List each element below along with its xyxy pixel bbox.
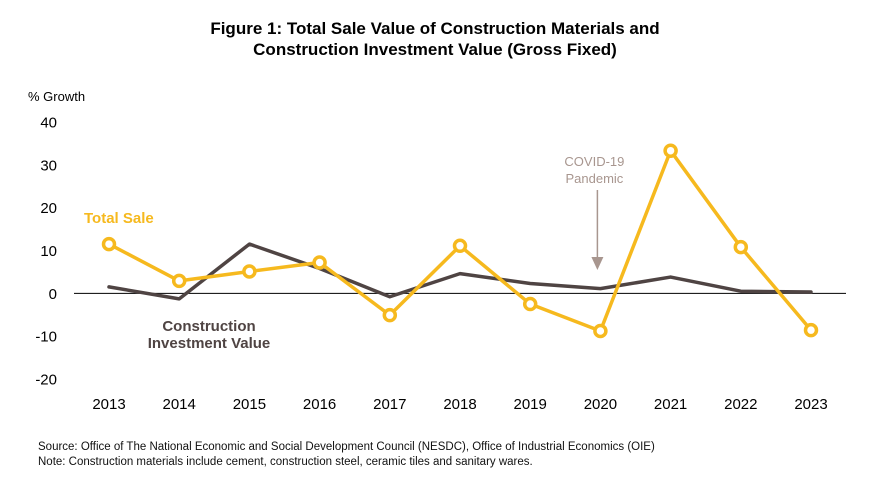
x-tick-label: 2014	[163, 396, 196, 413]
total-sale-point	[101, 236, 117, 252]
x-tick-label: 2013	[92, 396, 125, 413]
y-tick-label: -10	[35, 329, 57, 346]
x-tick-label: 2023	[794, 396, 827, 413]
annotation-arrow-head	[591, 257, 604, 270]
total-sale-point	[803, 322, 819, 338]
y-tick-label: 30	[40, 157, 57, 174]
total-sale-point	[663, 143, 678, 158]
y-tick-label: -20	[35, 372, 57, 389]
annotation-line-2: Pandemic	[565, 171, 623, 186]
y-tick-label: 0	[49, 286, 57, 303]
chart-title: Figure 1: Total Sale Value of Constructi…	[0, 18, 870, 60]
x-tick-label: 2020	[584, 396, 617, 413]
x-tick-label: 2018	[443, 396, 476, 413]
x-tick-label: 2019	[514, 396, 547, 413]
footnote: Note: Construction materials include cem…	[38, 456, 533, 468]
chart-title-line-1: Figure 1: Total Sale Value of Constructi…	[210, 19, 660, 38]
total-sale-point	[171, 273, 187, 289]
y-tick-label: 10	[40, 243, 57, 260]
total-sale-point	[452, 238, 468, 254]
annotation-line-1: COVID-19	[564, 154, 624, 169]
x-tick-label: 2022	[724, 396, 757, 413]
y-tick-label: 40	[40, 115, 57, 132]
x-tick-label: 2021	[654, 396, 687, 413]
total-sale-point	[312, 255, 327, 270]
x-tick-label: 2016	[303, 396, 336, 413]
total-sale-point	[593, 323, 608, 339]
total-sale-label: Total Sale	[84, 210, 154, 227]
investment-label-line-1: Construction	[162, 318, 255, 335]
total-sale-point	[733, 239, 749, 255]
total-sale-point	[242, 264, 257, 279]
total-sale-point	[522, 296, 538, 312]
investment-label-line-2: Investment Value	[148, 335, 271, 352]
x-tick-label: 2017	[373, 396, 406, 413]
total-sale-point	[382, 307, 398, 323]
y-tick-label: 20	[40, 200, 57, 217]
source-note: Source: Office of The National Economic …	[38, 441, 655, 453]
x-tick-label: 2015	[233, 396, 266, 413]
chart-title-line-2: Construction Investment Value (Gross Fix…	[253, 40, 617, 59]
y-axis-label: % Growth	[28, 89, 85, 104]
construction-investment-line	[107, 242, 813, 301]
